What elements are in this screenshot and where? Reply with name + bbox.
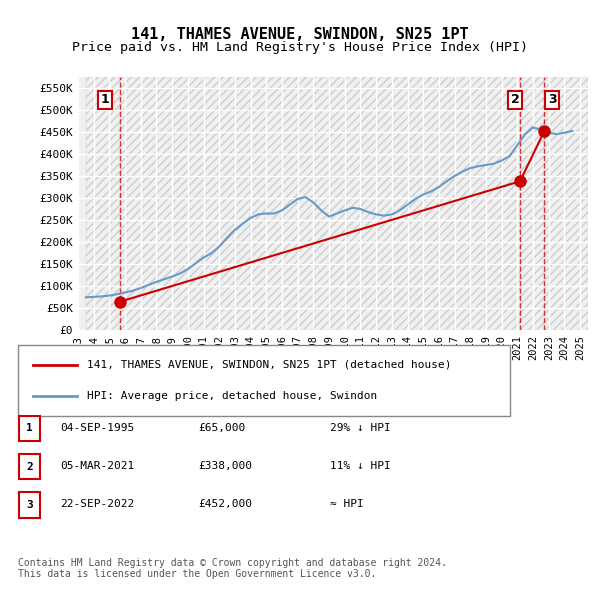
Text: £65,000: £65,000 bbox=[198, 423, 245, 432]
Text: 2: 2 bbox=[511, 93, 520, 106]
Text: HPI: Average price, detached house, Swindon: HPI: Average price, detached house, Swin… bbox=[87, 391, 377, 401]
FancyBboxPatch shape bbox=[19, 492, 40, 518]
Text: 3: 3 bbox=[548, 93, 557, 106]
Text: 04-SEP-1995: 04-SEP-1995 bbox=[60, 423, 134, 432]
Text: 05-MAR-2021: 05-MAR-2021 bbox=[60, 461, 134, 471]
Text: 11% ↓ HPI: 11% ↓ HPI bbox=[330, 461, 391, 471]
Text: 3: 3 bbox=[26, 500, 33, 510]
Text: Contains HM Land Registry data © Crown copyright and database right 2024.
This d: Contains HM Land Registry data © Crown c… bbox=[18, 558, 447, 579]
Text: 1: 1 bbox=[26, 424, 33, 433]
Text: Price paid vs. HM Land Registry's House Price Index (HPI): Price paid vs. HM Land Registry's House … bbox=[72, 41, 528, 54]
FancyBboxPatch shape bbox=[19, 454, 40, 480]
Text: 1: 1 bbox=[100, 93, 109, 106]
Text: 141, THAMES AVENUE, SWINDON, SN25 1PT: 141, THAMES AVENUE, SWINDON, SN25 1PT bbox=[131, 27, 469, 41]
FancyBboxPatch shape bbox=[19, 415, 40, 441]
Text: £452,000: £452,000 bbox=[198, 500, 252, 509]
Text: £338,000: £338,000 bbox=[198, 461, 252, 471]
Text: 22-SEP-2022: 22-SEP-2022 bbox=[60, 500, 134, 509]
Text: ≈ HPI: ≈ HPI bbox=[330, 500, 364, 509]
FancyBboxPatch shape bbox=[18, 345, 510, 416]
Text: 141, THAMES AVENUE, SWINDON, SN25 1PT (detached house): 141, THAMES AVENUE, SWINDON, SN25 1PT (d… bbox=[87, 360, 451, 370]
Text: 2: 2 bbox=[26, 462, 33, 471]
Text: 29% ↓ HPI: 29% ↓ HPI bbox=[330, 423, 391, 432]
